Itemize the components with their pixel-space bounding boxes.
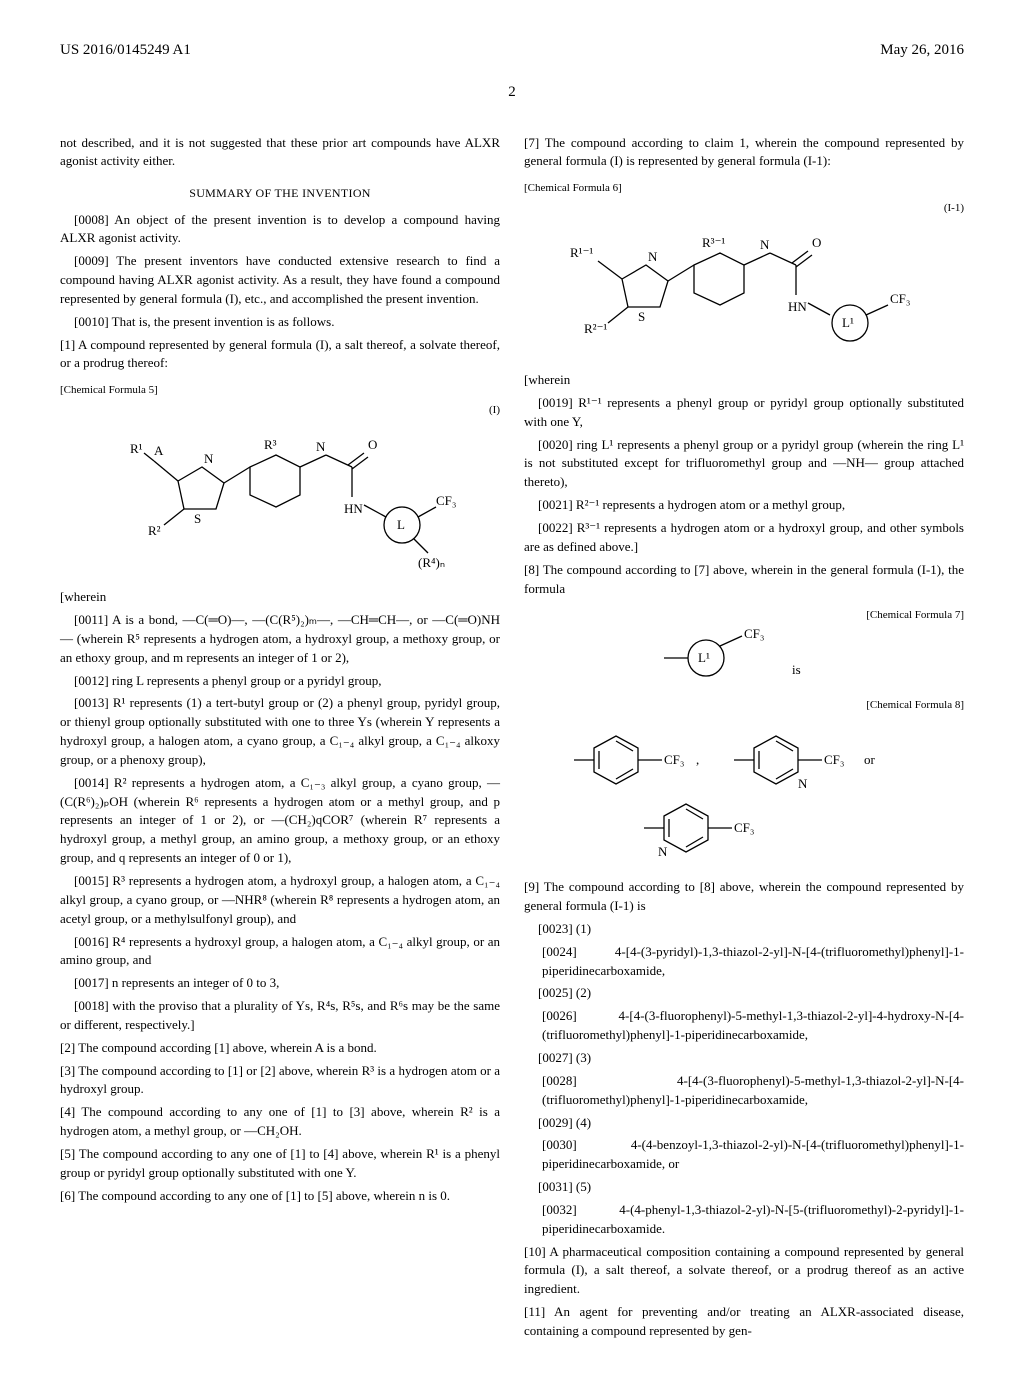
svg-text:L: L xyxy=(397,517,405,532)
paragraph-0014: [0014] R² represents a hydrogen atom, a … xyxy=(60,774,500,868)
right-column: [7] The compound according to claim 1, w… xyxy=(524,134,964,1345)
paragraph-0020: [0020] ring L¹ represents a phenyl group… xyxy=(524,436,964,493)
claim-item-11: [11] An agent for preventing and/or trea… xyxy=(524,1303,964,1341)
left-column: not described, and it is not suggested t… xyxy=(60,134,500,1345)
paragraph-0022: [0022] R³⁻¹ represents a hydrogen atom o… xyxy=(524,519,964,557)
chemical-formula-5-label: [Chemical Formula 5] xyxy=(60,383,500,399)
wherein-open-2: [wherein xyxy=(524,371,964,390)
paragraph-0028: [0028] 4-[4-(3-fluorophenyl)-5-methyl-1,… xyxy=(542,1072,964,1110)
claim-item-1: [1] A compound represented by general fo… xyxy=(60,336,500,374)
claim-item-6: [6] The compound according to any one of… xyxy=(60,1187,500,1206)
svg-text:N: N xyxy=(798,776,808,791)
chemical-formula-8-structure: CF₃ , CF₃ N or N CF₃ xyxy=(544,718,944,868)
paragraph-0009: [0009] The present inventors have conduc… xyxy=(60,252,500,309)
intro-continuation: not described, and it is not suggested t… xyxy=(60,134,500,172)
chemical-formula-8-label: [Chemical Formula 8] xyxy=(524,698,964,714)
publication-number: US 2016/0145249 A1 xyxy=(60,40,191,62)
svg-text:HN: HN xyxy=(344,501,363,516)
claim-item-5: [5] The compound according to any one of… xyxy=(60,1145,500,1183)
svg-text:S: S xyxy=(638,309,645,324)
paragraph-0030: [0030] 4-(4-benzoyl-1,3-thiazol-2-yl)-N-… xyxy=(542,1136,964,1174)
svg-text:or: or xyxy=(864,752,876,767)
svg-text:O: O xyxy=(812,235,821,250)
svg-text:,: , xyxy=(696,752,699,767)
claim-item-8: [8] The compound according to [7] above,… xyxy=(524,561,964,599)
claim-item-9: [9] The compound according to [8] above,… xyxy=(524,878,964,916)
paragraph-0024: [0024] 4-[4-(3-pyridyl)-1,3-thiazol-2-yl… xyxy=(542,943,964,981)
svg-text:R³⁻¹: R³⁻¹ xyxy=(702,235,725,250)
svg-text:L¹: L¹ xyxy=(842,315,854,330)
paragraph-0025: [0025] (2) xyxy=(524,984,964,1003)
paragraph-0015: [0015] R³ represents a hydrogen atom, a … xyxy=(60,872,500,929)
svg-text:N: N xyxy=(760,237,770,252)
svg-text:A: A xyxy=(154,443,164,458)
claim-item-10: [10] A pharmaceutical composition contai… xyxy=(524,1243,964,1300)
paragraph-0010: [0010] That is, the present invention is… xyxy=(60,313,500,332)
svg-text:CF₃: CF₃ xyxy=(744,628,764,641)
claim-item-7: [7] The compound according to claim 1, w… xyxy=(524,134,964,172)
claim-item-3: [3] The compound according to [1] or [2]… xyxy=(60,1062,500,1100)
svg-text:CF₃: CF₃ xyxy=(734,820,754,835)
svg-text:R²: R² xyxy=(148,523,161,538)
paragraph-0012: [0012] ring L represents a phenyl group … xyxy=(60,672,500,691)
svg-text:CF₃: CF₃ xyxy=(664,752,684,767)
chemical-formula-7-label: [Chemical Formula 7] xyxy=(524,608,964,624)
claim-item-2: [2] The compound according [1] above, wh… xyxy=(60,1039,500,1058)
svg-text:R³: R³ xyxy=(264,437,277,452)
paragraph-0018: [0018] with the proviso that a plurality… xyxy=(60,997,500,1035)
paragraph-0017: [0017] n represents an integer of 0 to 3… xyxy=(60,974,500,993)
svg-text:CF₃: CF₃ xyxy=(890,291,910,306)
chemical-formula-6-number: (I-1) xyxy=(524,201,964,217)
claim-item-4: [4] The compound according to any one of… xyxy=(60,1103,500,1141)
paragraph-0019: [0019] R¹⁻¹ represents a phenyl group or… xyxy=(524,394,964,432)
paragraph-0021: [0021] R²⁻¹ represents a hydrogen atom o… xyxy=(524,496,964,515)
paragraph-0026: [0026] 4-[4-(3-fluorophenyl)-5-methyl-1,… xyxy=(542,1007,964,1045)
paragraph-0029: [0029] (4) xyxy=(524,1114,964,1133)
svg-text:O: O xyxy=(368,437,377,452)
svg-text:R¹: R¹ xyxy=(130,441,143,456)
publication-date: May 26, 2016 xyxy=(880,40,964,62)
svg-text:L¹: L¹ xyxy=(698,650,710,665)
svg-text:N: N xyxy=(316,439,326,454)
svg-text:R²⁻¹: R²⁻¹ xyxy=(584,321,607,336)
svg-text:HN: HN xyxy=(788,299,807,314)
paragraph-0011: [0011] A is a bond, —C(═O)—, —(C(R⁵)₂)ₘ—… xyxy=(60,611,500,668)
svg-text:S: S xyxy=(194,511,201,526)
svg-text:R¹⁻¹: R¹⁻¹ xyxy=(570,245,593,260)
svg-text:CF₃: CF₃ xyxy=(824,752,844,767)
paragraph-0027: [0027] (3) xyxy=(524,1049,964,1068)
chemical-formula-5-structure: R¹ A N S R² R³ N O HN L CF₃ (R⁴)ₙ xyxy=(100,423,460,578)
svg-text:N: N xyxy=(204,451,214,466)
svg-text:(R⁴)ₙ: (R⁴)ₙ xyxy=(418,555,445,570)
chemical-formula-5-number: (I) xyxy=(60,403,500,419)
wherein-open: [wherein xyxy=(60,588,500,607)
paragraph-0031: [0031] (5) xyxy=(524,1178,964,1197)
paragraph-0023: [0023] (1) xyxy=(524,920,964,939)
paragraph-0008: [0008] An object of the present inventio… xyxy=(60,211,500,249)
chemical-formula-7-structure: L¹ CF₃ is xyxy=(634,628,854,688)
chemical-formula-6-label: [Chemical Formula 6] xyxy=(524,181,964,197)
summary-heading: SUMMARY OF THE INVENTION xyxy=(60,185,500,202)
svg-text:is: is xyxy=(792,662,801,677)
chemical-formula-6-structure: R¹⁻¹ N S R²⁻¹ R³⁻¹ N O HN L¹ CF₃ xyxy=(544,221,944,361)
page-header: US 2016/0145249 A1 May 26, 2016 xyxy=(60,40,964,62)
paragraph-0032: [0032] 4-(4-phenyl-1,3-thiazol-2-yl)-N-[… xyxy=(542,1201,964,1239)
svg-text:CF₃: CF₃ xyxy=(436,493,456,508)
paragraph-0016: [0016] R⁴ represents a hydroxyl group, a… xyxy=(60,933,500,971)
svg-text:N: N xyxy=(658,844,668,859)
paragraph-0013: [0013] R¹ represents (1) a tert-butyl gr… xyxy=(60,694,500,769)
page-number: 2 xyxy=(60,82,964,104)
two-column-layout: not described, and it is not suggested t… xyxy=(60,134,964,1345)
svg-text:N: N xyxy=(648,249,658,264)
